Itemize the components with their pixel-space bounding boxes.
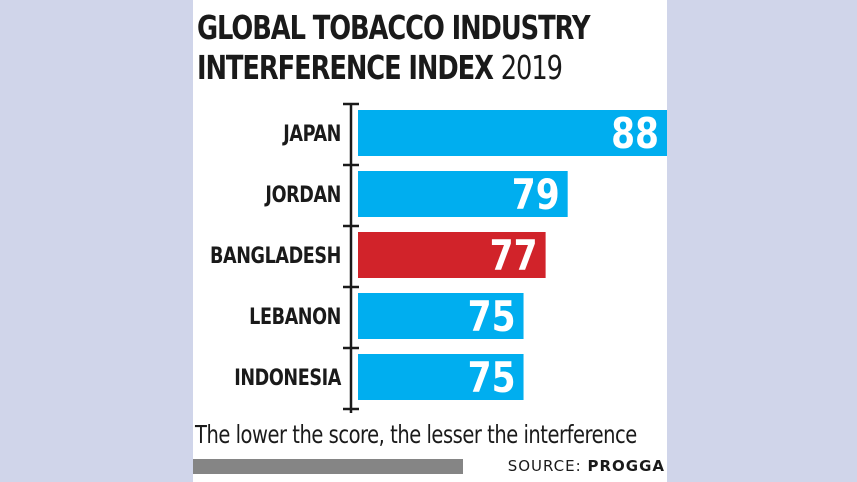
source-label: SOURCE: bbox=[507, 457, 582, 475]
data-label: 75 bbox=[468, 293, 516, 342]
category-label: JAPAN bbox=[281, 121, 341, 146]
data-label: 88 bbox=[611, 110, 659, 159]
footnote: The lower the score, the lesser the inte… bbox=[195, 420, 637, 449]
category-label: LEBANON bbox=[249, 304, 341, 329]
data-label: 77 bbox=[490, 232, 538, 281]
data-label: 75 bbox=[468, 354, 516, 403]
title-line-2: INTERFERENCE INDEX 2019 bbox=[197, 48, 563, 87]
bar-japan bbox=[358, 110, 667, 156]
source-divider-bar bbox=[193, 459, 463, 474]
infographic-card: GLOBAL TOBACCO INDUSTRY INTERFERENCE IND… bbox=[193, 0, 667, 482]
title-year: 2019 bbox=[500, 48, 563, 87]
bar-chart: JAPAN 88 JORDAN 79 BANGLADESH 77 LEBANON 75 INDO… bbox=[210, 102, 667, 413]
bar-indonesia bbox=[358, 354, 524, 400]
chart-title: GLOBAL TOBACCO INDUSTRY INTERFERENCE IND… bbox=[197, 8, 591, 88]
source-credit: SOURCE: PROGGA bbox=[508, 457, 665, 475]
category-label: JORDAN bbox=[264, 182, 341, 207]
data-label: 79 bbox=[512, 171, 560, 220]
title-line-1: GLOBAL TOBACCO INDUSTRY bbox=[197, 8, 591, 47]
category-label: INDONESIA bbox=[234, 365, 342, 390]
bar-bangladesh bbox=[358, 232, 546, 278]
source-name: PROGGA bbox=[587, 457, 665, 475]
bar-jordan bbox=[358, 171, 568, 217]
category-label: BANGLADESH bbox=[210, 243, 341, 268]
bar-lebanon bbox=[358, 293, 524, 339]
